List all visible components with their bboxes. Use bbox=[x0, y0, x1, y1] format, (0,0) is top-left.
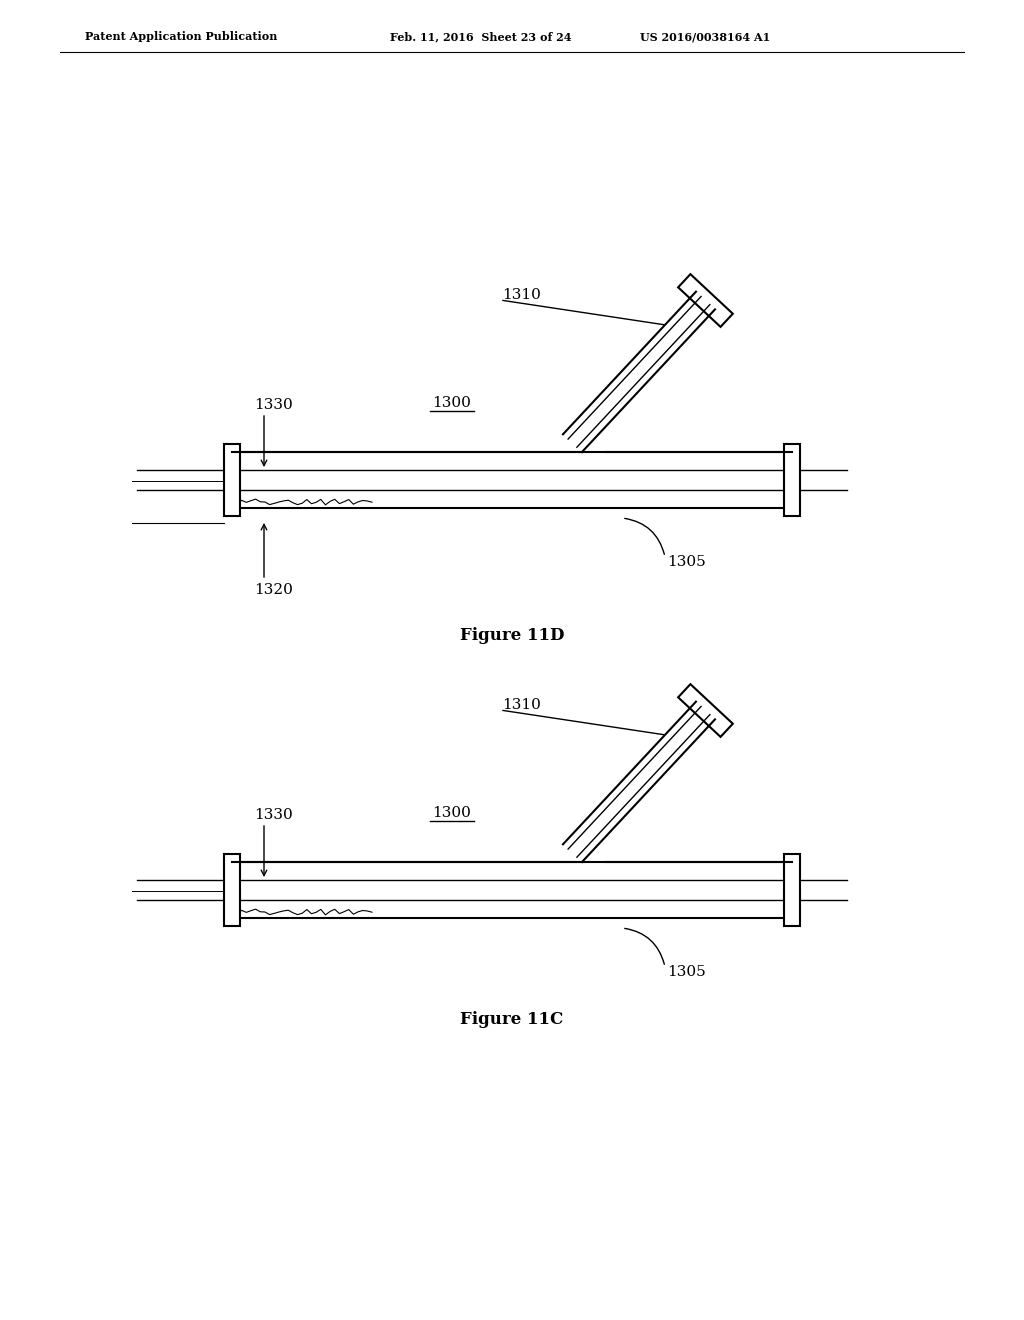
Text: US 2016/0038164 A1: US 2016/0038164 A1 bbox=[640, 32, 770, 42]
Text: 1310: 1310 bbox=[502, 288, 541, 302]
Text: 1305: 1305 bbox=[667, 965, 706, 979]
Bar bbox=[784, 444, 800, 516]
Bar bbox=[224, 444, 240, 516]
Bar bbox=[224, 854, 240, 927]
Text: Figure 11D: Figure 11D bbox=[460, 627, 564, 644]
Text: 1300: 1300 bbox=[432, 807, 471, 820]
Polygon shape bbox=[678, 275, 733, 327]
Polygon shape bbox=[563, 702, 715, 862]
Text: 1330: 1330 bbox=[254, 399, 293, 412]
Text: Feb. 11, 2016  Sheet 23 of 24: Feb. 11, 2016 Sheet 23 of 24 bbox=[390, 32, 571, 42]
Text: 1330: 1330 bbox=[254, 808, 293, 822]
Polygon shape bbox=[678, 684, 733, 737]
Text: 1320: 1320 bbox=[254, 583, 293, 597]
Polygon shape bbox=[563, 292, 715, 451]
Text: 1310: 1310 bbox=[502, 698, 541, 711]
Bar bbox=[784, 854, 800, 927]
Text: Patent Application Publication: Patent Application Publication bbox=[85, 32, 278, 42]
Text: 1300: 1300 bbox=[432, 396, 471, 411]
Text: 1305: 1305 bbox=[667, 554, 706, 569]
Text: Figure 11C: Figure 11C bbox=[461, 1011, 563, 1028]
